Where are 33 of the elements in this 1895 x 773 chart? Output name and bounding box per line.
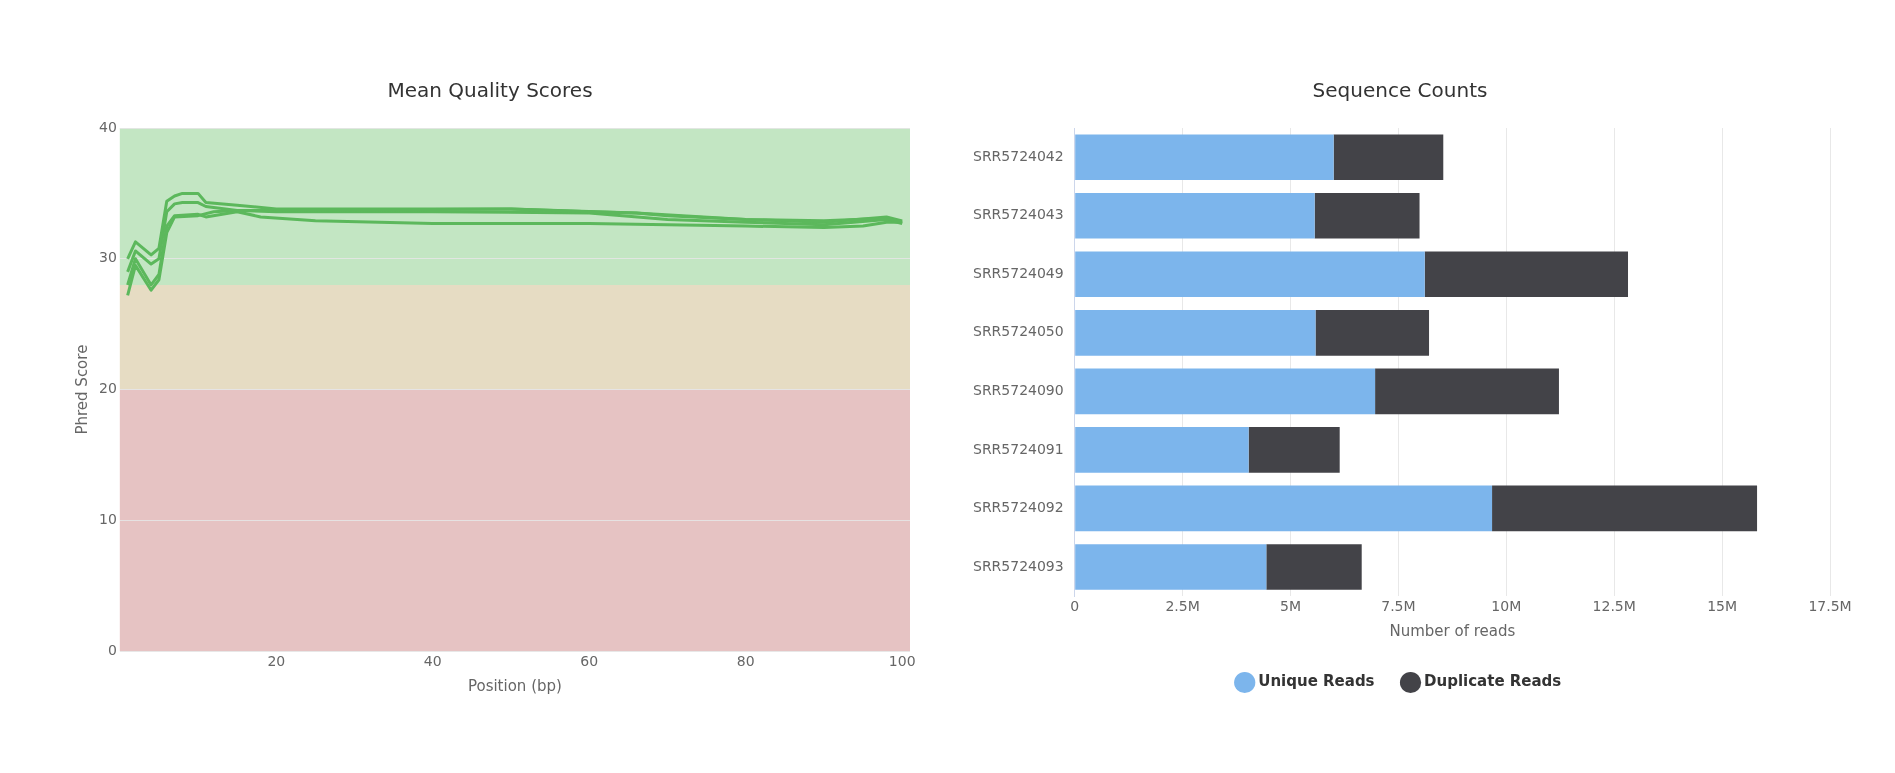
- y-tick-label: SRR5724049: [972, 264, 1064, 281]
- x-tick-label: 2.5M: [1165, 598, 1200, 615]
- x-tick-label: 12.5M: [1592, 598, 1636, 615]
- x-tick-label: 40: [423, 653, 442, 670]
- x-tick-label: 100: [888, 653, 916, 670]
- x-tick-label: 0: [1070, 598, 1080, 615]
- x-axis-title: Position (bp): [467, 676, 562, 695]
- x-tick-label: 60: [580, 653, 599, 670]
- chart-title: Mean Quality Scores: [387, 78, 593, 103]
- y-tick-label: SRR5724092: [972, 499, 1064, 516]
- x-tick-label: 10M: [1491, 598, 1522, 615]
- y-tick-label: SRR5724042: [972, 147, 1064, 164]
- x-tick-label: 7.5M: [1381, 598, 1416, 615]
- x-tick-label: 15M: [1707, 598, 1738, 615]
- y-tick-label: 10: [98, 511, 117, 528]
- y-axis-title: Phred Score: [72, 344, 91, 435]
- x-axis-title: Number of reads: [1389, 621, 1516, 640]
- y-tick-label: SRR5724043: [972, 206, 1064, 223]
- x-tick-label: 17.5M: [1808, 598, 1852, 615]
- legend-label: Unique Reads: [1258, 672, 1375, 691]
- legend-label: Duplicate Reads: [1424, 672, 1562, 691]
- chart-title: Sequence Counts: [1312, 78, 1488, 103]
- y-tick-label: 40: [98, 118, 117, 135]
- x-tick-label: 20: [267, 653, 286, 670]
- x-tick-label: 5M: [1279, 598, 1301, 615]
- y-tick-label: 30: [98, 249, 117, 266]
- y-tick-label: SRR5724091: [972, 440, 1064, 457]
- y-tick-label: SRR5724050: [972, 323, 1064, 340]
- y-tick-label: 20: [98, 380, 117, 397]
- y-tick-label: SRR5724090: [972, 382, 1064, 398]
- y-tick-label: SRR5724093: [972, 557, 1064, 574]
- x-tick-label: 80: [736, 653, 755, 670]
- y-tick-label: 0: [107, 641, 117, 658]
